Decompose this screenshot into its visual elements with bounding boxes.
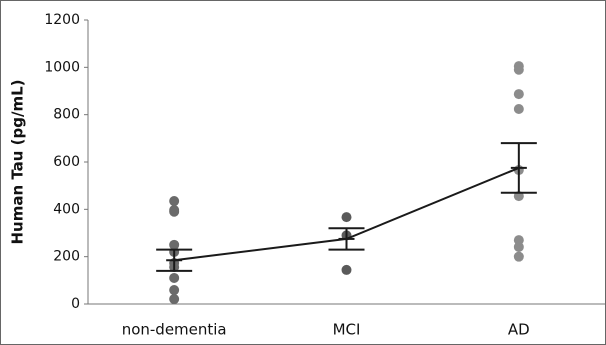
data-point [513, 103, 524, 114]
y-tick-label: 1000 [44, 59, 80, 75]
data-point [341, 212, 352, 223]
data-point [169, 239, 180, 250]
data-point [513, 64, 524, 75]
y-tick-label: 1200 [44, 12, 80, 28]
data-point [169, 272, 180, 283]
data-point [169, 294, 180, 305]
data-point [169, 196, 180, 207]
data-point [513, 251, 524, 262]
x-tick-label: non-dementia [122, 321, 227, 339]
data-point [513, 235, 524, 246]
data-point [169, 206, 180, 217]
data-point [169, 285, 180, 296]
y-axis-label: Human Tau (pg/mL) [9, 79, 27, 244]
y-tick-label: 0 [71, 296, 80, 312]
y-tick-label: 600 [53, 154, 80, 170]
data-point [513, 241, 524, 252]
y-tick-label: 200 [53, 249, 80, 265]
y-tick-label: 400 [53, 201, 80, 217]
data-point [341, 264, 352, 275]
y-tick-label: 800 [53, 107, 80, 123]
x-tick-label: AD [508, 321, 530, 339]
x-tick-label: MCI [333, 321, 361, 339]
data-point [513, 89, 524, 100]
